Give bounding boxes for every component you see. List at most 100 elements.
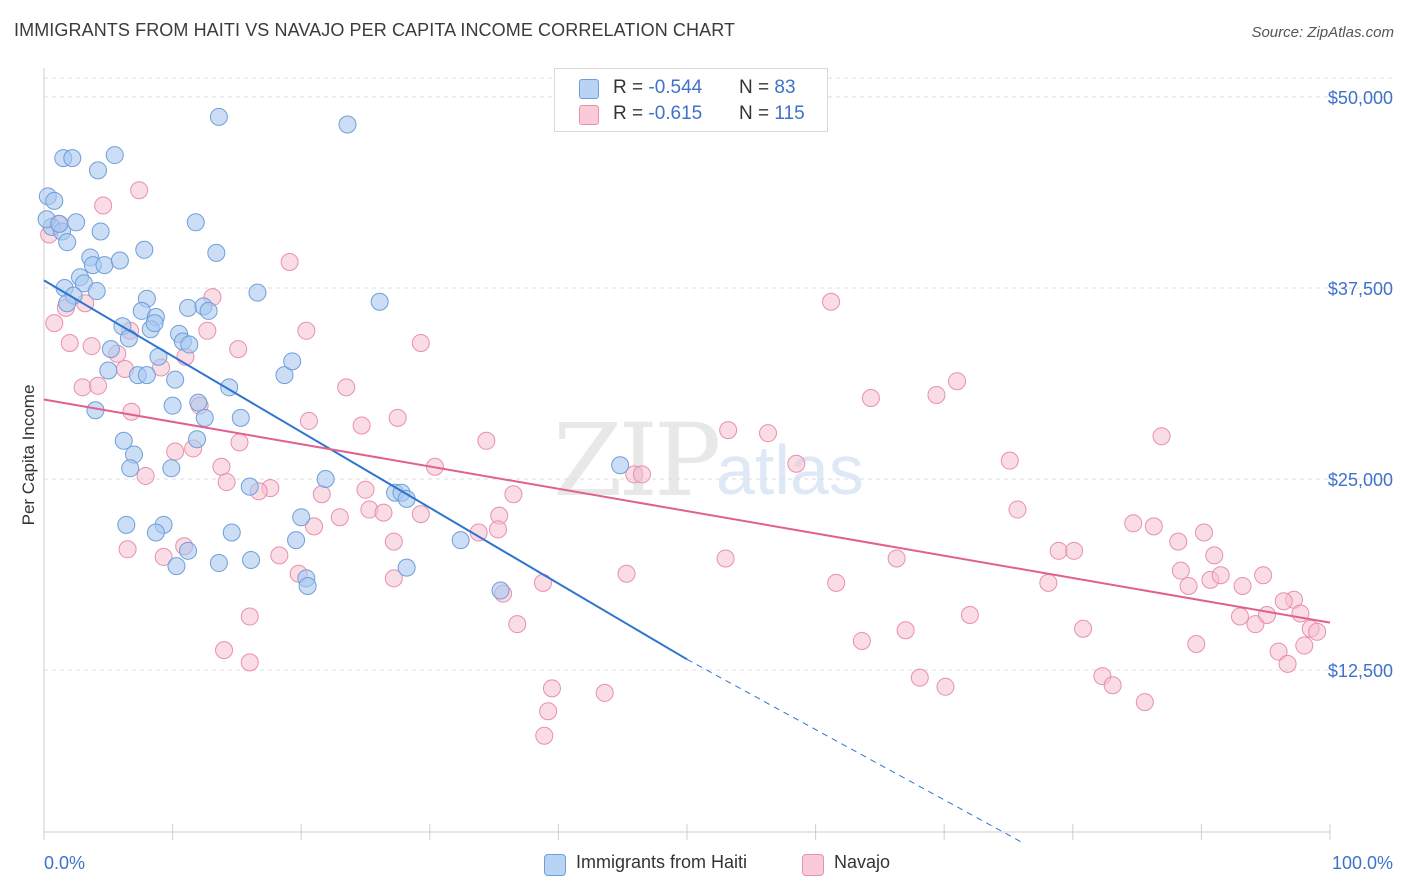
navajo-point [212, 457, 231, 476]
navajo-point [719, 421, 738, 440]
haiti-point [199, 301, 218, 320]
haiti-point [491, 581, 510, 600]
navajo-point [166, 442, 185, 461]
navajo-point [1205, 546, 1224, 565]
navajo-point [154, 547, 173, 566]
x-tick-label: 0.0% [44, 853, 85, 873]
haiti-point [63, 149, 82, 168]
haiti-point [67, 213, 86, 232]
haiti-point [50, 214, 69, 233]
legend-r-haiti: R = -0.544 [613, 77, 703, 98]
bottom-legend-swatch-haiti [544, 854, 566, 876]
chart-title: IMMIGRANTS FROM HAITI VS NAVAJO PER CAPI… [14, 20, 736, 40]
navajo-point [539, 702, 558, 721]
navajo-point [896, 621, 915, 640]
legend-n-haiti: N = 83 [739, 77, 796, 98]
navajo-point [1308, 622, 1327, 641]
navajo-point [1171, 561, 1190, 580]
haiti-point [162, 459, 181, 478]
haiti-point [222, 523, 241, 542]
y-tick-label: $12,500 [1328, 661, 1393, 681]
haiti-point [338, 115, 357, 134]
haiti-point [189, 393, 208, 412]
navajo-point [1008, 500, 1027, 519]
navajo-point [94, 196, 113, 215]
navajo-point [948, 372, 967, 391]
navajo-point [280, 253, 299, 272]
navajo-point [122, 402, 141, 421]
haiti-point [292, 508, 311, 527]
navajo-point [1257, 605, 1276, 624]
y-tick-label: $25,000 [1328, 470, 1393, 490]
haiti-point [146, 523, 165, 542]
navajo-point [822, 292, 841, 311]
haiti-point [163, 396, 182, 415]
navajo-point [1000, 451, 1019, 470]
navajo-point [73, 378, 92, 397]
haiti-point [397, 558, 416, 577]
legend-swatch-haiti [579, 79, 599, 99]
legend-n-navajo: N = 115 [739, 103, 805, 124]
navajo-point [1135, 693, 1154, 712]
haiti-point [137, 366, 156, 385]
navajo-point [411, 505, 430, 524]
haiti-point [117, 515, 136, 534]
haiti-trend-line [43, 279, 688, 661]
navajo-point [270, 546, 289, 565]
haiti-point [58, 233, 77, 252]
haiti-point [121, 459, 140, 478]
bottom-legend-label-haiti: Immigrants from Haiti [576, 852, 748, 872]
x-tick-label: 100.0% [1332, 853, 1393, 873]
navajo-trend-line [43, 398, 1331, 624]
navajo-point [374, 503, 393, 522]
navajo-point [1039, 573, 1058, 592]
source-note: Source: ZipAtlas.com [1251, 24, 1394, 41]
navajo-point [356, 480, 375, 499]
navajo-point [1065, 541, 1084, 560]
haiti-point [287, 531, 306, 550]
haiti-point [242, 550, 261, 569]
haiti-point [166, 370, 185, 389]
y-tick-label: $50,000 [1328, 88, 1393, 108]
haiti-point [298, 576, 317, 595]
navajo-point [535, 726, 554, 745]
navajo-point [299, 411, 318, 430]
navajo-point [488, 520, 507, 539]
haiti-point [179, 298, 198, 317]
navajo-point [716, 549, 735, 568]
navajo-point [1144, 517, 1163, 536]
correlation-legend: R = -0.544 N = 83 R = -0.615 N = 115 [554, 68, 828, 132]
navajo-point [330, 508, 349, 527]
navajo-point [229, 340, 248, 359]
trend-lines [43, 279, 1331, 843]
navajo-point [542, 679, 561, 698]
navajo-point [827, 573, 846, 592]
watermark-zip: ZIP [553, 402, 721, 519]
navajo-point [312, 485, 331, 504]
navajo-point [1124, 514, 1143, 533]
navajo-point [887, 549, 906, 568]
navajo-point [1049, 541, 1068, 560]
navajo-point [852, 631, 871, 650]
y-tick-label: $37,500 [1328, 279, 1393, 299]
navajo-point [297, 321, 316, 340]
haiti-point [110, 251, 129, 270]
navajo-point [82, 337, 101, 356]
haiti-point [179, 541, 198, 560]
haiti-point [186, 213, 205, 232]
legend-r-navajo: R = -0.615 [613, 103, 703, 124]
navajo-point [617, 564, 636, 583]
navajo-point [305, 517, 324, 536]
haiti-point [370, 292, 389, 311]
haiti-point [231, 408, 250, 427]
navajo-point [1233, 576, 1252, 595]
haiti-point [611, 456, 630, 475]
navajo-point [1269, 642, 1288, 661]
haiti-point [209, 107, 228, 126]
legend-swatch-navajo [579, 105, 599, 125]
haiti-points [37, 107, 630, 600]
navajo-point [960, 605, 979, 624]
navajo-point [595, 683, 614, 702]
haiti-point [135, 240, 154, 259]
